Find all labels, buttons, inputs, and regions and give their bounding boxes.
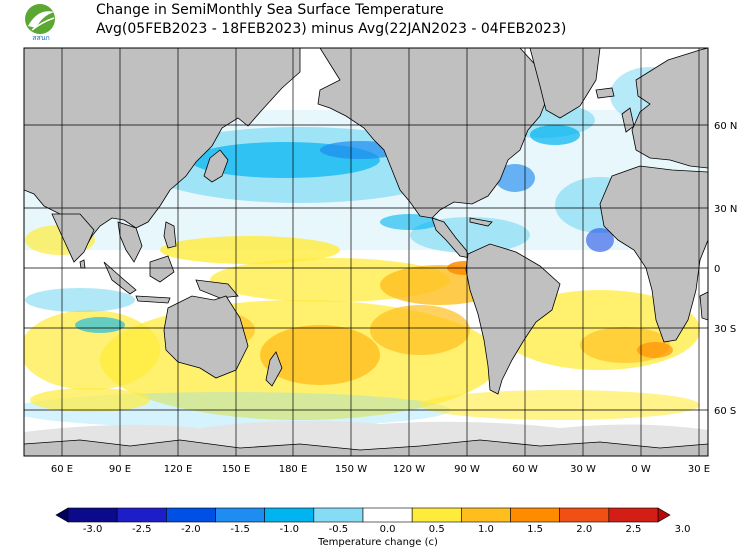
lon-label: 120 E [164,464,193,475]
lat-label: 30 N [714,204,737,215]
chart-subtitle: Avg(05FEB2023 - 18FEB2023) minus Avg(22J… [96,21,567,37]
lon-label: 90 E [109,464,131,475]
land-japan [203,149,229,183]
lon-label: 30 E [688,464,710,475]
colorbar-tick-label: -1.0 [279,524,299,535]
longitude-labels: 60 E 90 E 120 E 150 E 180 E 150 W 120 W 90 W 60 … [51,464,710,475]
colorbar-tick-label: 0.5 [429,524,445,535]
colorbar: -3.0 -2.5 -2.0 -1.5 -1.0 -0.5 0.0 0.5 1.0 1.5 2.0 2… [55,507,691,535]
colorbar-swatch [510,507,560,523]
colorbar-swatch [362,507,413,523]
land-europe [631,48,708,169]
colorbar-swatch [461,507,511,523]
colorbar-tick-label: -2.0 [181,524,201,535]
lon-label: 60 W [512,464,538,475]
land-sri-lanka [79,259,86,269]
colorbar-low-arrow [55,507,69,523]
land-java [135,295,171,304]
colorbar-tick-label: 2.0 [576,524,592,535]
lon-label: 180 E [279,464,308,475]
lon-label: 0 W [631,464,651,475]
map-canvas [24,48,708,456]
colorbar-swatch [608,507,659,523]
colorbar-swatch [116,507,167,523]
land-new-zealand [265,351,283,387]
colorbar-swatch [264,507,315,523]
land-uk [621,107,635,133]
land-new-guinea [195,279,239,299]
land-antarctica [24,439,708,456]
lon-label: 120 W [393,464,425,475]
land-masses [24,48,708,456]
colorbar-high-arrow [657,507,671,523]
land-cuba [469,217,493,227]
land-madagascar [699,291,708,321]
map-frame [23,47,709,457]
lon-label: 30 W [570,464,596,475]
colorbar-swatch [313,507,364,523]
latitude-labels: 60 N 30 N 0 30 S 60 S [714,121,737,417]
lon-label: 90 W [454,464,480,475]
lat-label: 30 S [714,324,736,335]
lat-label: 60 S [714,406,736,417]
land-philippines [163,221,177,249]
colorbar-swatch [166,507,216,523]
land-borneo [149,255,175,283]
colorbar-tick-label: 1.5 [527,524,543,535]
colorbar-tick-label: -2.5 [132,524,152,535]
colorbar-swatch [67,507,118,523]
colorbar-tick-label: 3.0 [675,524,691,535]
lon-label: 150 E [222,464,251,475]
lat-label: 0 [714,264,720,275]
colorbar-tick-label: 0.0 [380,524,396,535]
lon-label: 60 E [51,464,73,475]
land-africa [599,165,708,343]
colorbar-swatch [411,507,462,523]
colorbar-tick-label: -3.0 [83,524,103,535]
colorbar-tick-label: 2.5 [625,524,641,535]
land-iceland [595,87,615,99]
lon-label: 150 W [335,464,367,475]
colorbar-tick-label: -1.5 [230,524,250,535]
land-south-america [465,243,561,395]
lat-label: 60 N [714,121,737,132]
colorbar-tick-label: -0.5 [329,524,349,535]
colorbar-swatch [559,507,610,523]
colorbar-swatch [215,507,265,523]
haii-logo-icon: สสนก [25,4,55,42]
colorbar-title: Temperature change (c) [317,537,438,548]
land-greenland [529,48,601,119]
land-north-america [317,48,549,219]
logo-text: สสนก [32,34,50,42]
graticule [24,48,708,456]
colorbar-tick-label: 1.0 [478,524,494,535]
chart-title: Change in SemiMonthly Sea Surface Temper… [96,2,444,18]
